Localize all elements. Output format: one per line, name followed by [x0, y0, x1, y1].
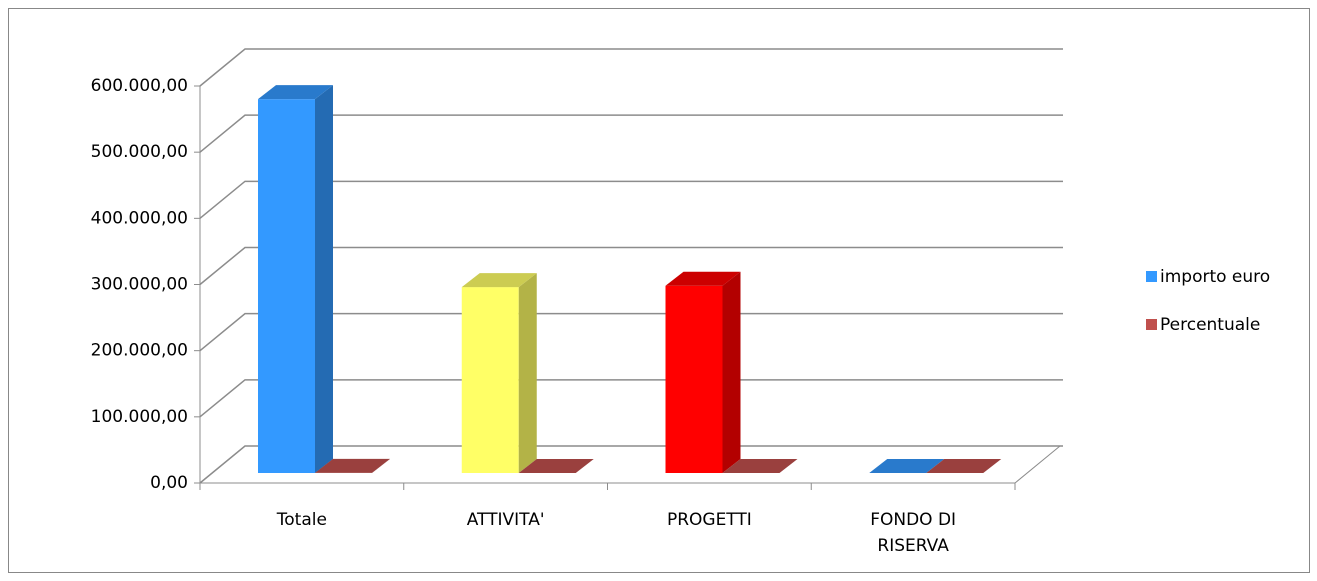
x-tick-label: PROGETTI [666, 510, 752, 530]
bar [722, 458, 798, 473]
chart-border [8, 8, 1310, 573]
y-tick-label: 500.000,00 [91, 142, 188, 162]
bar [665, 271, 741, 473]
legend-label: Percentuale [1160, 315, 1260, 335]
bar-side [779, 458, 798, 473]
bar-front [665, 285, 723, 473]
bar-side [722, 271, 741, 473]
x-tick-label: FONDO DI RISERVA [870, 510, 957, 556]
bar [869, 459, 945, 473]
bar [258, 85, 333, 474]
y-tick-label: 0,00 [150, 473, 188, 493]
y-tick-label: 400.000,00 [91, 208, 188, 228]
bar-top [461, 273, 537, 288]
grid-line [199, 48, 1063, 87]
legend-label: importo euro [1160, 267, 1270, 287]
bar-top [665, 271, 741, 286]
bar-side [315, 85, 333, 474]
x-tick-label: Totale [276, 510, 327, 530]
bar-front [461, 287, 519, 473]
y-tick-label: 600.000,00 [91, 76, 188, 96]
bar [926, 459, 1002, 473]
grid-line [199, 246, 1063, 286]
legend-swatch [1146, 271, 1157, 282]
grid-line [199, 180, 1063, 219]
bar-side [518, 273, 537, 473]
grid-line [199, 379, 1063, 418]
grid-line [199, 114, 1063, 153]
bar [315, 458, 390, 473]
bar-front [258, 99, 315, 474]
bar-top [722, 458, 798, 473]
legend-swatch [1146, 319, 1157, 330]
bar-top [315, 458, 390, 473]
bar-side [372, 458, 390, 473]
bar-top [869, 459, 945, 473]
y-tick-label: 300.000,00 [91, 275, 188, 295]
bar [461, 273, 537, 473]
bar-top [258, 85, 333, 100]
grid-line [199, 445, 1063, 484]
bar-top [518, 458, 594, 473]
x-tick-label: ATTIVITA' [466, 510, 545, 530]
y-tick-label: 200.000,00 [91, 341, 188, 361]
grid-line [199, 312, 1063, 352]
bar [518, 458, 594, 473]
bar-side [575, 458, 594, 473]
bar-top [926, 459, 1002, 473]
y-tick-label: 100.000,00 [91, 407, 188, 427]
